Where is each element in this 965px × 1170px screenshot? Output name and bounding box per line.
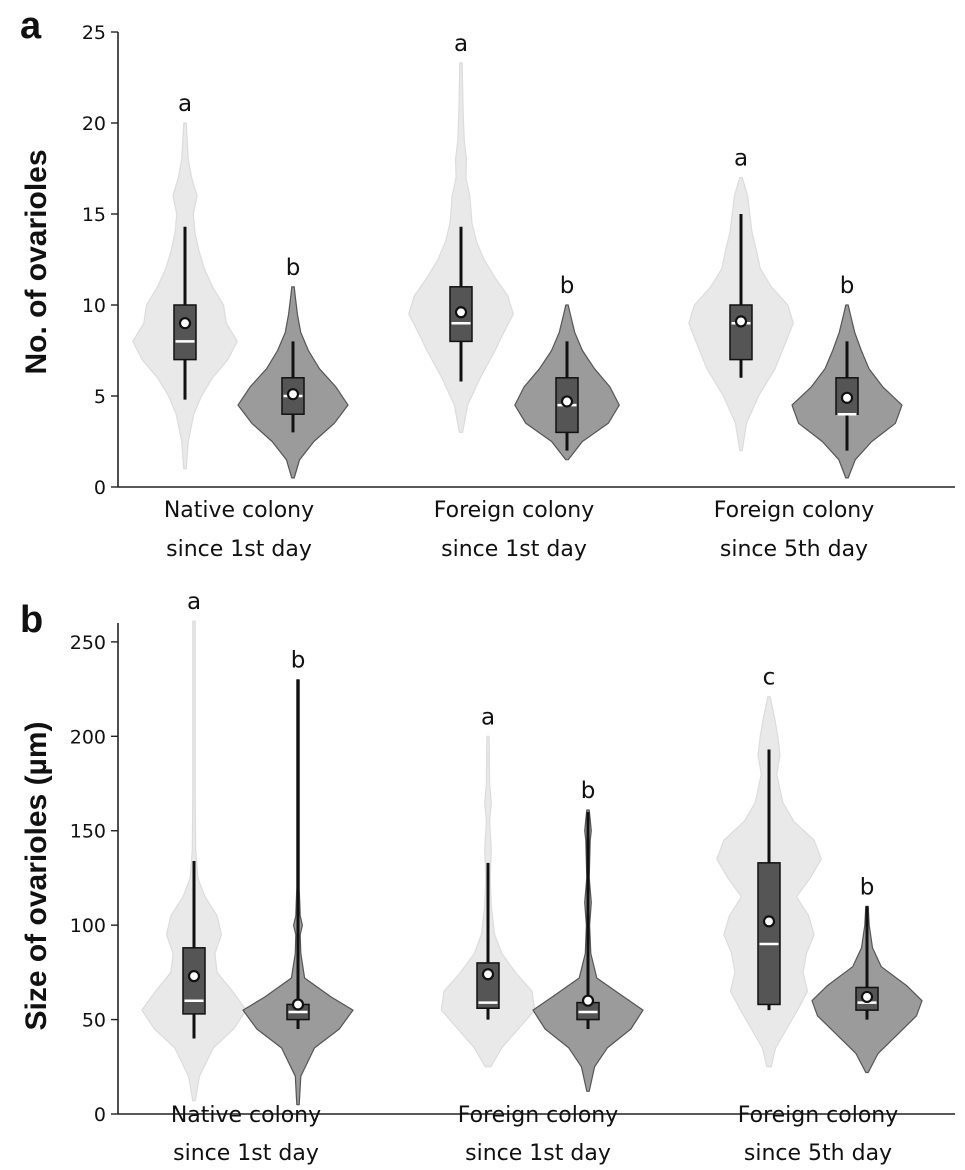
- significance-letter: b: [860, 874, 875, 900]
- mean-marker: [581, 994, 595, 1007]
- y-tick-label: 0: [94, 477, 106, 499]
- significance-letter: a: [734, 146, 748, 172]
- x-category-label: Foreign colony: [714, 498, 875, 523]
- mean-marker: [860, 990, 874, 1004]
- x-category-label: since 1st day: [465, 1141, 611, 1166]
- significance-letter: a: [481, 704, 495, 730]
- panel-a-y-axis-label: No. of ovarioles: [20, 149, 53, 374]
- significance-letter: c: [763, 665, 776, 691]
- y-tick-label: 0: [94, 1104, 106, 1126]
- x-category-label: since 1st day: [441, 537, 587, 562]
- panel-a-chart: a No. of ovarioles 0 5 10 15 20 25 Native colo…: [20, 5, 955, 562]
- significance-letter: b: [581, 778, 596, 804]
- y-tick-label: 50: [82, 1010, 106, 1032]
- x-category-label: since 5th day: [744, 1141, 892, 1166]
- x-category-label: since 1st day: [166, 537, 312, 562]
- mean-marker: [481, 968, 495, 981]
- panel-b-letter: b: [20, 599, 43, 641]
- iqr-box: [729, 304, 753, 361]
- x-category-label: since 1st day: [173, 1141, 319, 1166]
- mean-marker: [734, 315, 748, 328]
- mean-marker: [178, 317, 192, 330]
- mean-marker: [840, 391, 854, 404]
- iqr-box: [757, 862, 781, 1006]
- y-tick-label: 25: [82, 22, 106, 44]
- x-category-label: Foreign colony: [458, 1103, 619, 1128]
- y-tick-label: 20: [82, 113, 106, 135]
- significance-letter: b: [560, 273, 575, 299]
- panel-b-y-axis-label: Size of ovarioles (µm): [20, 721, 53, 1030]
- y-tick-label: 250: [70, 632, 106, 654]
- y-tick-label: 10: [82, 295, 106, 317]
- significance-letter: b: [286, 255, 301, 281]
- y-tick-label: 150: [70, 821, 106, 843]
- mean-marker: [560, 395, 574, 408]
- x-category-label: Native colony: [171, 1103, 321, 1128]
- y-tick-label: 200: [70, 726, 106, 748]
- x-category-label: Foreign colony: [434, 498, 595, 523]
- y-tick-label: 100: [70, 915, 106, 937]
- x-category-label: Foreign colony: [738, 1103, 899, 1128]
- iqr-box: [173, 304, 197, 361]
- significance-letter: a: [454, 31, 468, 57]
- panel-b-chart: b Size of ovarioles (µm) 0 50 100 150 200 250…: [20, 589, 955, 1166]
- x-category-label: since 5th day: [720, 537, 868, 562]
- panel-a-letter: a: [20, 5, 42, 47]
- mean-marker: [187, 970, 201, 983]
- x-category-label: Native colony: [164, 498, 314, 523]
- mean-marker: [286, 388, 300, 401]
- y-tick-label: 15: [82, 204, 106, 226]
- y-tick-label: 5: [94, 386, 106, 408]
- mean-marker: [291, 998, 305, 1011]
- mean-marker: [762, 915, 776, 928]
- mean-marker: [454, 306, 468, 319]
- significance-letter: a: [187, 589, 201, 615]
- significance-letter: a: [178, 91, 192, 117]
- significance-letter: b: [840, 273, 855, 299]
- significance-letter: b: [291, 648, 306, 674]
